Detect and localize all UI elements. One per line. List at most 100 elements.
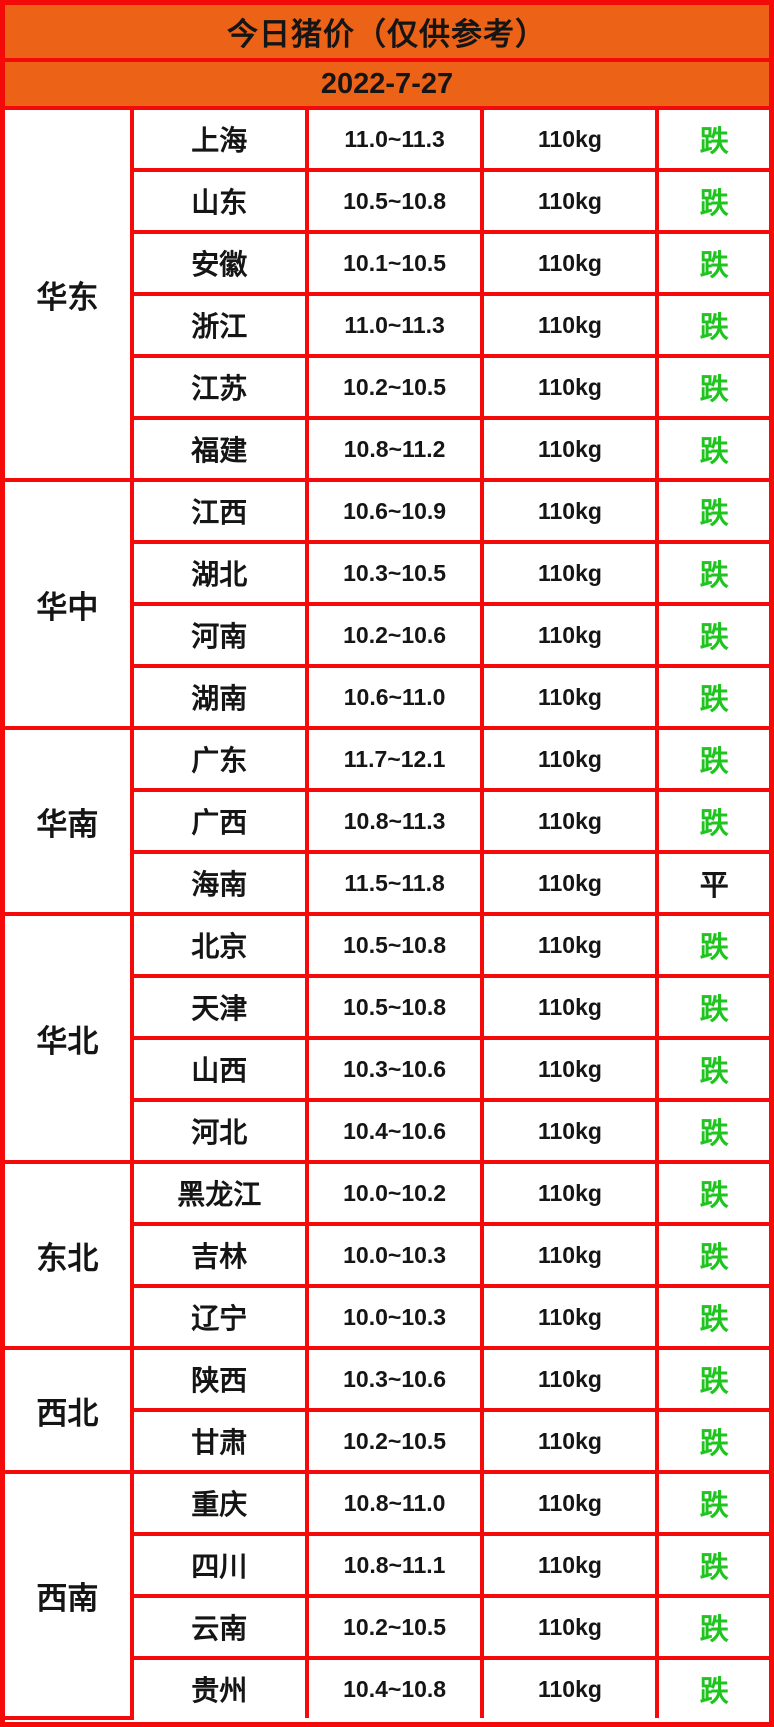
- table-row: 福建 10.8~11.2 110kg 跌: [5, 416, 769, 482]
- table-row: 华中 江西 10.6~10.9 110kg 跌: [5, 478, 769, 730]
- price-table: 华东 上海 11.0~11.3 110kg 跌 山东 10.5~10.8 110…: [5, 110, 769, 1720]
- trend-cell: 平: [655, 850, 769, 916]
- region-cell: 西北: [5, 1346, 134, 1474]
- price-cell: 10.8~11.1: [304, 1532, 485, 1598]
- table-row: 河南 10.2~10.6 110kg 跌: [5, 602, 769, 668]
- table-row: 湖南 10.6~11.0 110kg 跌: [5, 664, 769, 730]
- page-title: 今日猪价（仅供参考）: [5, 5, 769, 62]
- province-cell: 云南: [131, 1594, 309, 1660]
- weight-cell: 110kg: [480, 168, 660, 234]
- trend-cell: 跌: [655, 478, 769, 544]
- province-cell: 吉林: [131, 1222, 309, 1288]
- province-cell: 陕西: [129, 1346, 309, 1412]
- trend-cell: 跌: [655, 602, 769, 668]
- weight-cell: 110kg: [480, 788, 660, 854]
- price-cell: 10.1~10.5: [304, 230, 485, 296]
- table-row: 山西 10.3~10.6 110kg 跌: [5, 1036, 769, 1102]
- price-cell: 11.0~11.3: [304, 292, 485, 358]
- table-row: 西北 陕西 10.3~10.6 110kg 跌: [5, 1346, 769, 1474]
- price-cell: 10.3~10.6: [304, 1036, 485, 1102]
- price-cell: 10.2~10.5: [304, 354, 485, 420]
- price-cell: 10.8~11.3: [304, 788, 485, 854]
- province-cell: 湖南: [131, 664, 309, 730]
- trend-cell: 跌: [655, 1222, 769, 1288]
- province-cell: 重庆: [129, 1470, 309, 1536]
- trend-cell: 跌: [655, 354, 769, 420]
- region-cell: 西南: [5, 1470, 134, 1720]
- price-cell: 10.6~11.0: [304, 664, 485, 730]
- province-cell: 河北: [131, 1098, 309, 1164]
- province-cell: 福建: [131, 416, 309, 482]
- trend-cell: 跌: [655, 974, 769, 1040]
- table-row: 浙江 11.0~11.3 110kg 跌: [5, 292, 769, 358]
- weight-cell: 110kg: [480, 1470, 660, 1536]
- weight-cell: 110kg: [480, 1346, 660, 1412]
- table-row: 华北 北京 10.5~10.8 110kg 跌: [5, 912, 769, 1164]
- province-cell: 贵州: [131, 1656, 309, 1718]
- price-cell: 10.6~10.9: [304, 478, 485, 544]
- weight-cell: 110kg: [480, 110, 660, 172]
- trend-cell: 跌: [655, 230, 769, 296]
- trend-cell: 跌: [655, 110, 769, 172]
- table-row: 天津 10.5~10.8 110kg 跌: [5, 974, 769, 1040]
- province-cell: 上海: [129, 110, 309, 172]
- table-row: 四川 10.8~11.1 110kg 跌: [5, 1532, 769, 1598]
- trend-cell: 跌: [655, 664, 769, 730]
- table-row: 贵州 10.4~10.8 110kg 跌: [5, 1656, 769, 1718]
- weight-cell: 110kg: [480, 1160, 660, 1226]
- trend-cell: 跌: [655, 1470, 769, 1536]
- price-cell: 10.3~10.6: [304, 1346, 485, 1412]
- province-cell: 北京: [129, 912, 309, 978]
- weight-cell: 110kg: [480, 664, 660, 730]
- region-cell: 东北: [5, 1160, 134, 1350]
- trend-cell: 跌: [655, 1656, 769, 1718]
- table-row: 河北 10.4~10.6 110kg 跌: [5, 1098, 769, 1164]
- price-cell: 10.0~10.2: [304, 1160, 485, 1226]
- table-row: 广西 10.8~11.3 110kg 跌: [5, 788, 769, 854]
- trend-cell: 跌: [655, 1160, 769, 1226]
- province-cell: 天津: [131, 974, 309, 1040]
- trend-cell: 跌: [655, 1284, 769, 1350]
- weight-cell: 110kg: [480, 602, 660, 668]
- price-cell: 10.8~11.0: [304, 1470, 485, 1536]
- weight-cell: 110kg: [480, 1284, 660, 1350]
- province-cell: 海南: [131, 850, 309, 916]
- table-row: 湖北 10.3~10.5 110kg 跌: [5, 540, 769, 606]
- trend-cell: 跌: [655, 1532, 769, 1598]
- date-label: 2022-7-27: [5, 62, 769, 110]
- trend-cell: 跌: [655, 1594, 769, 1660]
- weight-cell: 110kg: [480, 1098, 660, 1164]
- weight-cell: 110kg: [480, 912, 660, 978]
- province-cell: 甘肃: [131, 1408, 309, 1474]
- weight-cell: 110kg: [480, 1222, 660, 1288]
- price-cell: 10.0~10.3: [304, 1284, 485, 1350]
- region-cell: 华南: [5, 726, 134, 916]
- trend-cell: 跌: [655, 1036, 769, 1102]
- weight-cell: 110kg: [480, 292, 660, 358]
- price-cell: 11.5~11.8: [304, 850, 485, 916]
- province-cell: 湖北: [131, 540, 309, 606]
- trend-cell: 跌: [655, 1346, 769, 1412]
- price-cell: 10.2~10.6: [304, 602, 485, 668]
- table-row: 安徽 10.1~10.5 110kg 跌: [5, 230, 769, 296]
- price-cell: 10.4~10.8: [304, 1656, 485, 1718]
- price-cell: 10.3~10.5: [304, 540, 485, 606]
- table-row: 华东 上海 11.0~11.3 110kg 跌: [5, 110, 769, 482]
- trend-cell: 跌: [655, 788, 769, 854]
- weight-cell: 110kg: [480, 1532, 660, 1598]
- table-row: 辽宁 10.0~10.3 110kg 跌: [5, 1284, 769, 1350]
- weight-cell: 110kg: [480, 354, 660, 420]
- weight-cell: 110kg: [480, 230, 660, 296]
- weight-cell: 110kg: [480, 1408, 660, 1474]
- table-row: 西南 重庆 10.8~11.0 110kg 跌: [5, 1470, 769, 1720]
- trend-cell: 跌: [655, 1098, 769, 1164]
- table-row: 华南 广东 11.7~12.1 110kg 跌: [5, 726, 769, 916]
- trend-cell: 跌: [655, 1408, 769, 1474]
- weight-cell: 110kg: [480, 540, 660, 606]
- province-cell: 四川: [131, 1532, 309, 1598]
- weight-cell: 110kg: [480, 726, 660, 792]
- province-cell: 山东: [131, 168, 309, 234]
- price-cell: 10.5~10.8: [304, 912, 485, 978]
- province-cell: 浙江: [131, 292, 309, 358]
